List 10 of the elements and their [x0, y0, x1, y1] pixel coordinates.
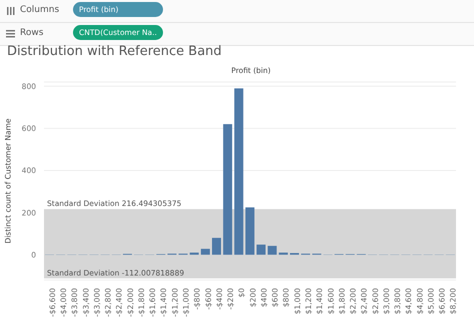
bar: [223, 124, 232, 255]
bar: [234, 88, 244, 255]
bar: [268, 246, 277, 255]
text: Rows: [20, 28, 44, 38]
chart-title: Distribution with Reference Band: [7, 44, 222, 59]
text: Columns: [20, 5, 60, 15]
bar: [212, 238, 222, 255]
bar: [200, 248, 210, 255]
bar: [256, 244, 266, 255]
bar: [245, 207, 254, 255]
